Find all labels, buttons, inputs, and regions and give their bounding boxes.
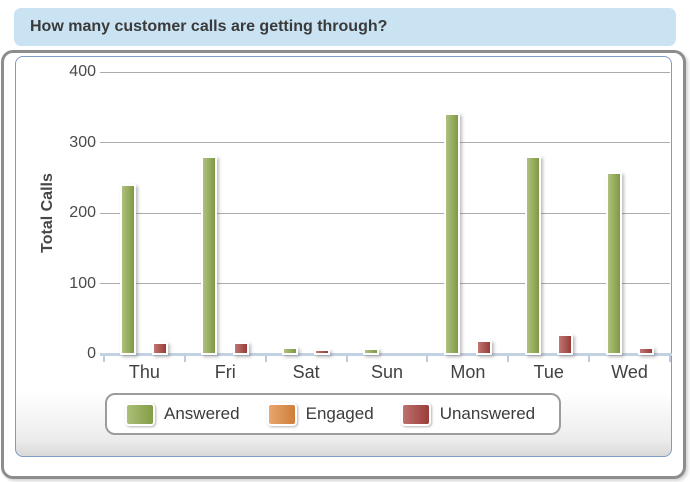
chart-panel: Total Calls 0 100 200 300 400 Thu Fri Sat Sun Mon…: [15, 56, 672, 457]
legend-label-answered: Answered: [164, 404, 240, 423]
x-axis-tick: [183, 356, 186, 362]
bar-unanswered-wed: [637, 347, 654, 355]
gridline-200: [100, 212, 670, 214]
gridline-400: [100, 71, 670, 73]
legend-item-engaged: Engaged: [266, 402, 374, 426]
chart-header: How many customer calls are getting thro…: [14, 8, 676, 46]
x-axis-line: [100, 353, 672, 356]
bar-unanswered-tue: [556, 334, 573, 355]
y-axis-tick-label-300: 300: [69, 133, 96, 151]
x-axis-tick: [669, 356, 671, 362]
bar-answered-tue: [524, 156, 541, 355]
x-axis-label-fri: Fri: [214, 362, 236, 382]
y-axis-tick-label-200: 200: [69, 204, 96, 221]
legend-swatch-engaged: [266, 402, 297, 426]
y-axis-tick-label-100: 100: [69, 274, 96, 292]
legend-label-engaged: Engaged: [305, 404, 374, 423]
x-axis-tick: [345, 356, 348, 362]
legend-item-unanswered: Unanswered: [400, 402, 536, 426]
bar-answered-wed: [605, 172, 622, 355]
y-axis-tick-label-400: 400: [69, 63, 96, 80]
legend-item-answered: Answered: [125, 402, 240, 426]
bar-unanswered-sat: [314, 349, 331, 355]
bar-answered-mon: [443, 113, 460, 355]
legend-swatch-answered: [125, 402, 155, 426]
bar-answered-fri: [201, 156, 218, 355]
bar-answered-sun: [363, 348, 379, 355]
bar-chart: Total Calls 0 100 200 300 400 Thu Fri Sat Sun Mon…: [16, 57, 672, 456]
legend-label-unanswered: Unanswered: [439, 404, 536, 423]
x-axis-label-thu: Thu: [128, 362, 160, 382]
x-axis-label-tue: Tue: [533, 362, 564, 382]
bar-unanswered-thu: [152, 342, 169, 355]
x-axis-label-mon: Mon: [450, 362, 486, 382]
bar-answered-thu: [120, 184, 137, 355]
y-axis-tick-label-0: 0: [87, 345, 96, 362]
bar-unanswered-mon: [475, 340, 492, 355]
chart-legend: Answered Engaged Unanswered: [105, 393, 562, 435]
x-axis-tick: [507, 356, 510, 362]
x-axis-tick: [426, 356, 429, 362]
bar-unanswered-fri: [233, 342, 250, 355]
x-axis-label-sat: Sat: [292, 362, 320, 382]
gridline-100: [100, 283, 670, 284]
x-axis-tick: [264, 356, 267, 362]
x-axis-tick: [103, 356, 105, 362]
x-axis-tick: [588, 356, 591, 362]
chart-title: How many customer calls are getting thro…: [30, 18, 388, 35]
gridline-300: [100, 142, 670, 143]
bar-answered-sat: [282, 347, 299, 355]
x-axis-label-wed: Wed: [611, 362, 648, 382]
legend-swatch-unanswered: [400, 402, 431, 426]
x-axis-label-sun: Sun: [370, 362, 404, 382]
